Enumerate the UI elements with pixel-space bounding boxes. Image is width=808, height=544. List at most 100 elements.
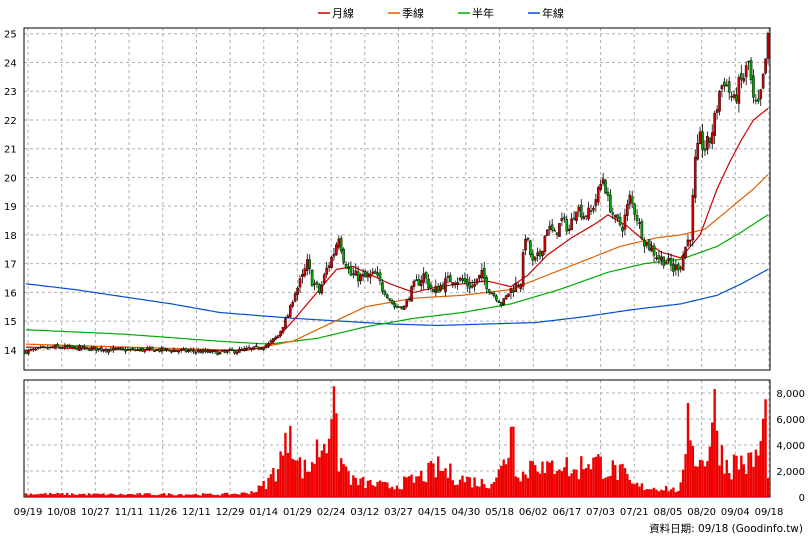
candle-29 <box>92 345 96 351</box>
candle-body-58 <box>162 347 166 351</box>
volume-bar-188 <box>478 486 481 497</box>
candle-248 <box>623 208 627 236</box>
candle-body-23 <box>78 345 81 351</box>
volume-bar-68 <box>187 494 190 497</box>
candle-body-234 <box>589 210 593 212</box>
candle-body-7 <box>39 346 42 349</box>
candle-body-215 <box>543 235 547 252</box>
volume-bar-36 <box>109 493 113 497</box>
candle-body-9 <box>44 346 47 349</box>
candle-146 <box>376 266 379 278</box>
candle-11 <box>48 346 52 349</box>
candle-162 <box>415 274 418 282</box>
volume-bar-81 <box>218 495 222 497</box>
candle-221 <box>558 223 561 237</box>
candle-body-166 <box>424 272 428 279</box>
candle-115 <box>301 269 304 284</box>
candle-body-247 <box>621 227 624 232</box>
candle-body-203 <box>514 282 518 292</box>
candle-body-196 <box>497 300 501 303</box>
candle-211 <box>533 256 537 263</box>
candle-88 <box>235 350 239 356</box>
candle-body-93 <box>247 346 251 349</box>
candle-body-40 <box>119 347 122 349</box>
candle-body-223 <box>563 216 566 219</box>
volume-bar-228 <box>575 469 578 497</box>
volume-bar-65 <box>179 493 183 497</box>
candle-86 <box>230 347 234 351</box>
candle-111 <box>291 300 295 309</box>
candle-body-156 <box>400 306 404 310</box>
candle-175 <box>446 271 450 284</box>
candle-131 <box>339 235 343 255</box>
candle-body-209 <box>529 240 532 255</box>
candle-body-77 <box>208 350 212 353</box>
candle-298 <box>744 61 748 86</box>
candle-228 <box>575 211 578 224</box>
volume-bar-227 <box>572 469 576 497</box>
candle-body-236 <box>594 199 598 206</box>
candle-224 <box>565 215 569 235</box>
volume-bar-240 <box>604 477 607 497</box>
volume-bar-307 <box>766 478 770 497</box>
candle-239 <box>601 172 605 186</box>
candle-198 <box>502 298 505 306</box>
volume-bar-243 <box>611 460 615 497</box>
volume-bar-107 <box>281 455 285 497</box>
legend-label-4: 年線 <box>542 6 564 20</box>
candle-283 <box>708 137 712 148</box>
volume-bar-306 <box>764 399 767 497</box>
candle-90 <box>240 347 244 352</box>
candle-body-136 <box>352 273 355 276</box>
volume-bar-3 <box>29 493 33 497</box>
legend-label-1: 月線 <box>332 6 354 20</box>
candle-body-270 <box>676 264 680 271</box>
candle-body-192 <box>487 289 491 294</box>
volume-bar-252 <box>633 484 636 497</box>
candle-body-123 <box>320 284 324 294</box>
candle-body-132 <box>342 248 345 263</box>
candle-255 <box>640 218 644 241</box>
candle-body-87 <box>233 349 236 354</box>
candle-118 <box>308 254 312 275</box>
volume-bar-195 <box>495 477 498 497</box>
data-date-note: 資料日期: 09/18 (Goodinfo.tw) <box>649 522 803 535</box>
candle-body-169 <box>432 289 435 292</box>
volume-bar-178 <box>453 484 457 497</box>
candle-body-154 <box>395 306 399 308</box>
candle-body-173 <box>441 284 445 289</box>
candle-9 <box>44 346 47 349</box>
candle-body-177 <box>451 282 455 285</box>
candle-body-172 <box>439 285 442 291</box>
candle-body-17 <box>63 345 67 349</box>
candle-body-165 <box>422 273 425 283</box>
candle-body-204 <box>516 284 520 287</box>
candle-64 <box>177 350 181 355</box>
candle-body-94 <box>250 347 253 350</box>
candle-body-68 <box>187 350 190 352</box>
candle-143 <box>369 269 372 284</box>
volume-bar-26 <box>85 495 88 497</box>
volume-bar-152 <box>390 486 394 497</box>
volume-bar-114 <box>298 457 302 497</box>
candle-body-61 <box>170 350 173 353</box>
volume-bar-91 <box>243 492 246 497</box>
volume-bar-205 <box>519 481 522 497</box>
candle-body-218 <box>550 224 554 231</box>
candle-27 <box>87 346 91 352</box>
volume-bar-144 <box>371 485 374 497</box>
candle-167 <box>427 274 430 291</box>
candle-1 <box>24 349 28 355</box>
candle-72 <box>196 347 200 354</box>
volume-tick-4000: 4,000 <box>776 441 805 452</box>
volume-bar-241 <box>606 476 610 497</box>
volume-bar-60 <box>167 493 171 497</box>
date-tick-6: 12/11 <box>182 507 211 518</box>
candle-body-20 <box>70 345 74 348</box>
candle-body-66 <box>182 348 185 350</box>
volume-bar-117 <box>306 471 309 497</box>
volume-bar-125 <box>325 453 328 497</box>
candle-body-294 <box>735 94 738 102</box>
candle-222 <box>560 212 564 227</box>
candle-76 <box>206 348 210 354</box>
